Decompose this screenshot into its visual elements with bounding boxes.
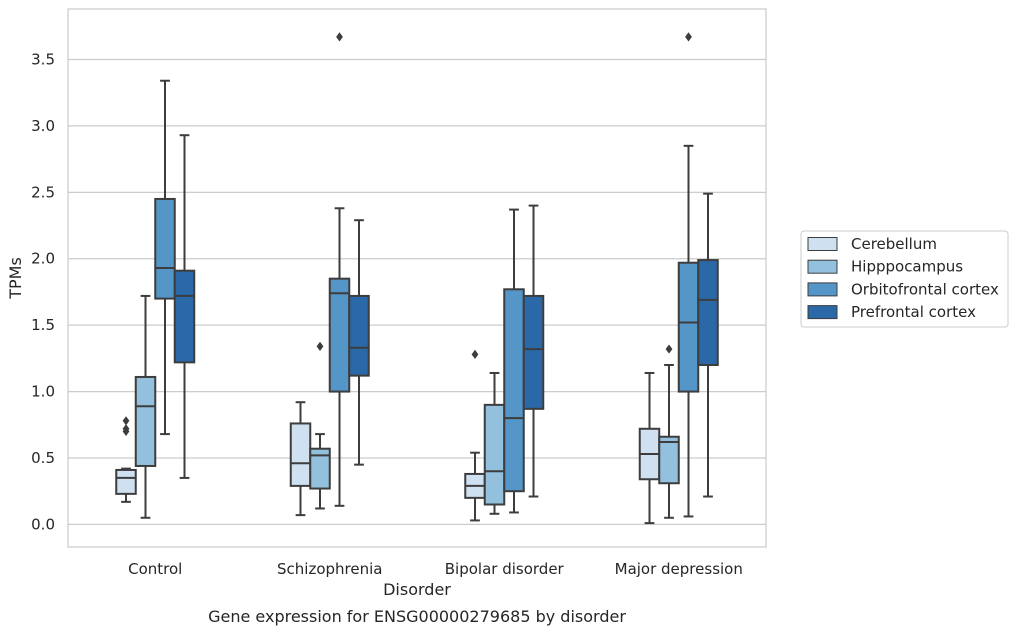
outlier-point <box>685 32 692 42</box>
outlier-point <box>336 32 343 42</box>
legend-swatch <box>807 305 838 320</box>
legend-label: Prefrontal cortex <box>851 303 976 321</box>
box-orbitofrontal-cortex <box>677 32 700 518</box>
box-iqr <box>522 294 545 410</box>
x-tick-labels: Control Schizophrenia Bipolar disorder Majo… <box>128 560 743 578</box>
y-tick-label: 3.5 <box>31 50 55 68</box>
legend-label: Hipppocampus <box>851 258 963 276</box>
x-axis-label: Disorder <box>383 580 451 599</box>
box-iqr <box>503 288 525 493</box>
y-tick-label: 3.0 <box>31 117 55 135</box>
x-tick-label: Major depression <box>615 560 743 578</box>
y-tick-labels: 0.0 0.5 1.0 1.5 2.0 2.5 3.0 3.5 <box>31 50 55 533</box>
outlier-point <box>665 344 673 354</box>
box-cerebellum <box>289 401 312 517</box>
box-cerebellum <box>464 349 486 522</box>
box-iqr <box>173 269 196 364</box>
legend-swatch <box>807 282 838 297</box>
box-series <box>115 32 719 525</box>
legend-swatch <box>807 259 838 274</box>
outlier-point <box>122 424 130 434</box>
y-tick-label: 0.5 <box>31 449 55 467</box>
box-orbitofrontal-cortex <box>328 32 351 507</box>
x-tick-label: Bipolar disorder <box>445 560 565 578</box>
box-prefrontal-cortex <box>348 219 370 466</box>
chart-caption: Gene expression for ENSG00000279685 by d… <box>208 607 626 626</box>
box-hipppocampus <box>309 341 331 510</box>
plot-frame <box>67 8 767 548</box>
legend-swatch <box>807 237 838 251</box>
box-hipppocampus <box>134 294 157 519</box>
box-prefrontal-cortex <box>522 204 545 498</box>
box-hipppocampus <box>658 344 680 519</box>
x-tick-label: Control <box>128 560 182 578</box>
box-iqr <box>677 261 700 393</box>
y-tick-label: 0.0 <box>31 515 55 533</box>
box-cerebellum <box>115 416 137 503</box>
box-iqr <box>348 294 370 377</box>
box-cerebellum <box>638 371 661 525</box>
box-orbitofrontal-cortex <box>154 79 176 436</box>
box-iqr <box>658 435 680 485</box>
outlier-point <box>471 349 479 359</box>
legend: Cerebellum Hipppocampus Orbitofrontal cort… <box>800 230 1009 328</box>
y-axis-label: TPMs <box>6 257 25 300</box>
box-iqr <box>134 375 157 467</box>
box-iqr <box>154 197 176 300</box>
y-tick-label: 1.0 <box>31 383 55 401</box>
box-iqr <box>328 277 351 393</box>
y-tick-label: 1.5 <box>31 316 55 334</box>
legend-frame <box>800 230 1009 328</box>
outlier-point <box>316 341 324 352</box>
legend-label: Cerebellum <box>851 235 937 253</box>
x-tick-label: Schizophrenia <box>277 560 382 578</box>
box-prefrontal-cortex <box>697 192 719 498</box>
legend-label: Orbitofrontal cortex <box>851 280 999 298</box>
outlier-point <box>122 416 130 426</box>
box-iqr <box>697 259 719 367</box>
box-iqr <box>483 403 506 506</box>
box-iqr <box>115 468 137 495</box>
y-tick-label: 2.5 <box>31 183 55 201</box>
y-tick-label: 2.0 <box>31 250 55 268</box>
box-iqr <box>309 447 331 490</box>
box-prefrontal-cortex <box>173 134 196 479</box>
box-iqr <box>289 422 312 487</box>
